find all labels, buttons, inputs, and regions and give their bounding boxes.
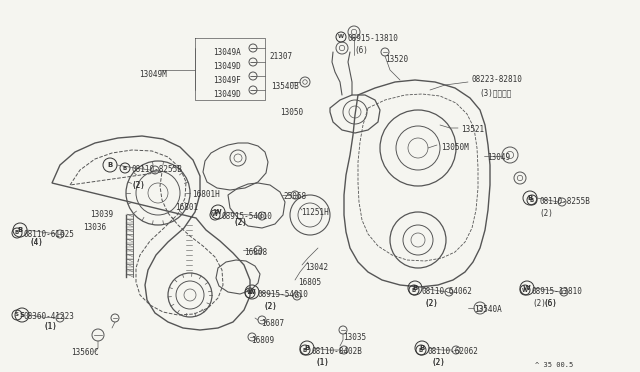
Text: 08915-54010: 08915-54010	[222, 212, 273, 221]
Text: 16807: 16807	[261, 319, 284, 328]
Text: (2): (2)	[431, 358, 445, 367]
Text: (2): (2)	[131, 181, 145, 190]
Text: 13049M: 13049M	[139, 70, 167, 79]
Text: 16809: 16809	[251, 336, 274, 345]
Text: 11251H: 11251H	[301, 208, 329, 217]
Text: 13520: 13520	[385, 55, 408, 64]
Text: (2): (2)	[131, 181, 145, 190]
Text: (6): (6)	[543, 299, 557, 308]
Text: (1): (1)	[43, 322, 57, 331]
Text: 08915-13810: 08915-13810	[532, 287, 583, 296]
Text: (4): (4)	[29, 238, 43, 247]
Text: 08110-8255B: 08110-8255B	[539, 197, 590, 206]
Text: (1): (1)	[315, 358, 329, 367]
Text: (3)スタッド: (3)スタッド	[479, 88, 511, 97]
Text: (6): (6)	[543, 299, 557, 308]
Text: 08110-8402B: 08110-8402B	[312, 347, 363, 356]
Text: (2): (2)	[539, 209, 553, 218]
Text: 13035: 13035	[343, 333, 366, 342]
Text: 16801: 16801	[175, 203, 198, 212]
Text: 08915-54010: 08915-54010	[257, 290, 308, 299]
Text: S: S	[15, 312, 19, 317]
Text: 13036: 13036	[83, 223, 106, 232]
Text: 13050M: 13050M	[441, 143, 468, 152]
Text: (2): (2)	[233, 218, 247, 227]
Text: 13560C: 13560C	[71, 348, 99, 357]
Text: 25068: 25068	[283, 192, 306, 201]
Text: 21307: 21307	[269, 52, 292, 61]
Text: 08360-41223: 08360-41223	[24, 312, 75, 321]
Text: (2): (2)	[431, 358, 445, 367]
Text: W: W	[338, 35, 344, 39]
Text: W: W	[522, 288, 528, 292]
Text: 08110-61625: 08110-61625	[24, 230, 75, 239]
Text: 13039: 13039	[90, 210, 113, 219]
Text: 13049D: 13049D	[213, 62, 241, 71]
Text: W: W	[212, 212, 218, 218]
Text: B: B	[305, 345, 310, 351]
Text: (2): (2)	[424, 299, 438, 308]
Text: 13540A: 13540A	[474, 305, 502, 314]
Text: ^ 35 00.5: ^ 35 00.5	[535, 362, 573, 368]
Text: 08110-64062: 08110-64062	[421, 287, 472, 296]
Text: 08223-82810: 08223-82810	[472, 75, 523, 84]
Text: (2): (2)	[532, 299, 546, 308]
Text: 13049D: 13049D	[213, 90, 241, 99]
Text: (2): (2)	[233, 218, 247, 227]
Text: (2): (2)	[424, 299, 438, 308]
Text: B: B	[527, 195, 532, 201]
Text: B: B	[123, 166, 127, 170]
Text: (4): (4)	[29, 238, 43, 247]
Text: 08915-13810: 08915-13810	[348, 34, 399, 43]
Text: B: B	[108, 162, 113, 168]
Text: 08110-62062: 08110-62062	[428, 347, 479, 356]
Text: (2): (2)	[263, 302, 277, 311]
Text: (1): (1)	[43, 322, 57, 331]
Text: 13540B: 13540B	[271, 82, 299, 91]
Text: 16808: 16808	[244, 248, 267, 257]
Text: S: S	[19, 312, 24, 318]
Text: W: W	[247, 291, 253, 295]
Text: 08110-8255B: 08110-8255B	[132, 165, 183, 174]
Text: B: B	[412, 285, 418, 291]
Text: B: B	[412, 288, 416, 292]
Text: W: W	[214, 209, 222, 215]
Text: B: B	[419, 347, 423, 353]
Text: (6): (6)	[354, 46, 368, 55]
Text: 16801H: 16801H	[192, 190, 220, 199]
Text: (2): (2)	[263, 302, 277, 311]
Text: B: B	[17, 227, 22, 233]
Text: B: B	[530, 198, 534, 202]
Text: 13521: 13521	[461, 125, 484, 134]
Text: 13042: 13042	[305, 263, 328, 272]
Text: 13049: 13049	[487, 153, 510, 162]
Text: (1): (1)	[315, 358, 329, 367]
Text: B: B	[303, 347, 307, 353]
Text: W: W	[523, 285, 531, 291]
Text: B: B	[15, 231, 19, 235]
Text: 13049F: 13049F	[213, 76, 241, 85]
Text: 13049A: 13049A	[213, 48, 241, 57]
Text: B: B	[419, 345, 424, 351]
Text: 16805: 16805	[298, 278, 321, 287]
Text: 13050: 13050	[280, 108, 303, 117]
Text: W: W	[248, 289, 256, 295]
